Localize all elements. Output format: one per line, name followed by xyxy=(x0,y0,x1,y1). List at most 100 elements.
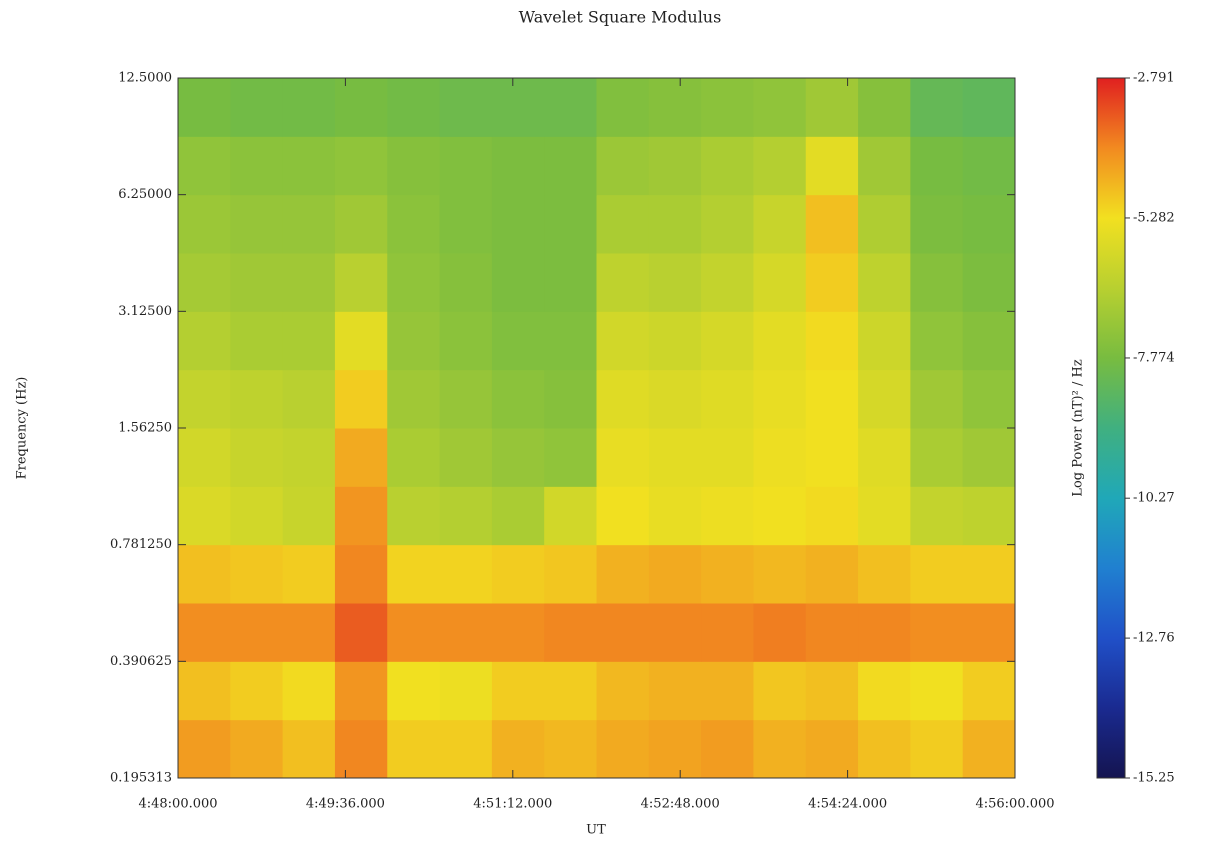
heatmap-cell xyxy=(387,311,441,371)
heatmap-cell xyxy=(753,661,807,721)
heatmap-cell xyxy=(439,719,493,779)
chart-title: Wavelet Square Modulus xyxy=(519,8,722,27)
heatmap-cell xyxy=(491,78,545,137)
y-tick-label: 0.781250 xyxy=(110,537,172,552)
heatmap-cell xyxy=(491,136,545,196)
heatmap-cell xyxy=(282,311,336,371)
heatmap-cell xyxy=(230,311,284,371)
heatmap-cell xyxy=(648,486,702,546)
heatmap-cell xyxy=(701,253,754,312)
heatmap-cell xyxy=(282,428,336,487)
heatmap-cell xyxy=(596,253,650,312)
heatmap-cell xyxy=(544,253,597,312)
heatmap-cell xyxy=(178,603,231,662)
heatmap-cell xyxy=(753,78,807,137)
heatmap-cell xyxy=(491,194,545,254)
heatmap-cell xyxy=(648,544,702,604)
heatmap-cell xyxy=(178,486,231,546)
heatmap-cell xyxy=(334,253,388,312)
heatmap-cell xyxy=(596,603,650,662)
heatmap-cell xyxy=(334,136,388,196)
heatmap-cell xyxy=(962,136,1016,196)
y-tick-label: 12.5000 xyxy=(118,71,172,86)
heatmap-cell xyxy=(805,253,859,312)
heatmap-cell xyxy=(439,78,493,137)
heatmap-cell xyxy=(387,253,441,312)
heatmap-cell xyxy=(701,194,754,254)
heatmap-cell xyxy=(805,544,859,604)
heatmap-cell xyxy=(805,428,859,487)
heatmap-cell xyxy=(910,661,964,721)
heatmap-cell xyxy=(387,486,441,546)
x-tick-label: 4:56:00.000 xyxy=(975,797,1054,812)
heatmap-cell xyxy=(910,719,964,779)
heatmap-cell xyxy=(282,253,336,312)
y-axis-label: Frequency (Hz) xyxy=(15,377,30,480)
heatmap-cell xyxy=(962,78,1016,137)
heatmap-cell xyxy=(648,603,702,662)
heatmap-cell xyxy=(282,603,336,662)
heatmap-cell xyxy=(439,544,493,604)
x-tick-label: 4:52:48.000 xyxy=(641,797,720,812)
heatmap-cell xyxy=(544,311,597,371)
heatmap-cell xyxy=(544,603,597,662)
heatmap-cell xyxy=(648,78,702,137)
heatmap-cell xyxy=(544,661,597,721)
heatmap-cell xyxy=(910,194,964,254)
heatmap-cell xyxy=(544,369,597,429)
heatmap-cell xyxy=(596,78,650,137)
heatmap-cell xyxy=(491,719,545,779)
heatmap-cell xyxy=(230,194,284,254)
heatmap-cell xyxy=(544,719,597,779)
heatmap-cell xyxy=(910,603,964,662)
heatmap-cell xyxy=(334,428,388,487)
heatmap-cell xyxy=(805,311,859,371)
heatmap-cell xyxy=(334,311,388,371)
heatmap-cell xyxy=(858,253,911,312)
heatmap-cell xyxy=(491,253,545,312)
heatmap-cell xyxy=(230,369,284,429)
heatmap-cell xyxy=(491,311,545,371)
x-tick-label: 4:48:00.000 xyxy=(138,797,217,812)
heatmap-cell xyxy=(544,544,597,604)
heatmap-cell xyxy=(962,603,1016,662)
heatmap-cell xyxy=(178,311,231,371)
heatmap-cell xyxy=(648,369,702,429)
heatmap-cell xyxy=(439,136,493,196)
heatmap-cell xyxy=(282,661,336,721)
x-tick-label: 4:51:12.000 xyxy=(473,797,552,812)
heatmap-cell xyxy=(596,428,650,487)
y-tick-label: 0.195313 xyxy=(110,771,172,786)
y-tick-label: 0.390625 xyxy=(110,654,172,669)
colorbar xyxy=(1096,77,1126,779)
heatmap-cell xyxy=(230,136,284,196)
heatmap-cell xyxy=(648,311,702,371)
heatmap-cell xyxy=(753,369,807,429)
heatmap-cell xyxy=(178,544,231,604)
heatmap-cell xyxy=(962,194,1016,254)
heatmap-cell xyxy=(334,486,388,546)
colorbar-tick-label: -12.76 xyxy=(1133,631,1175,646)
heatmap-cell xyxy=(282,719,336,779)
y-tick-label: 6.25000 xyxy=(118,187,172,202)
heatmap-cell xyxy=(962,428,1016,487)
heatmap-cell xyxy=(282,544,336,604)
heatmap-cell xyxy=(910,311,964,371)
heatmap-cell xyxy=(230,428,284,487)
heatmap-cell xyxy=(910,136,964,196)
heatmap-cell xyxy=(178,194,231,254)
heatmap-cell xyxy=(910,78,964,137)
heatmap-cell xyxy=(491,661,545,721)
heatmap-cell xyxy=(439,428,493,487)
heatmap-cell xyxy=(701,544,754,604)
colorbar-tick-label: -7.774 xyxy=(1133,350,1175,365)
heatmap-cell xyxy=(910,486,964,546)
heatmap-cell xyxy=(596,661,650,721)
heatmap-cell xyxy=(701,78,754,137)
heatmap-cell xyxy=(858,311,911,371)
heatmap-cell xyxy=(596,544,650,604)
heatmap-cell xyxy=(701,136,754,196)
heatmap-cell xyxy=(282,369,336,429)
heatmap-cell xyxy=(753,719,807,779)
